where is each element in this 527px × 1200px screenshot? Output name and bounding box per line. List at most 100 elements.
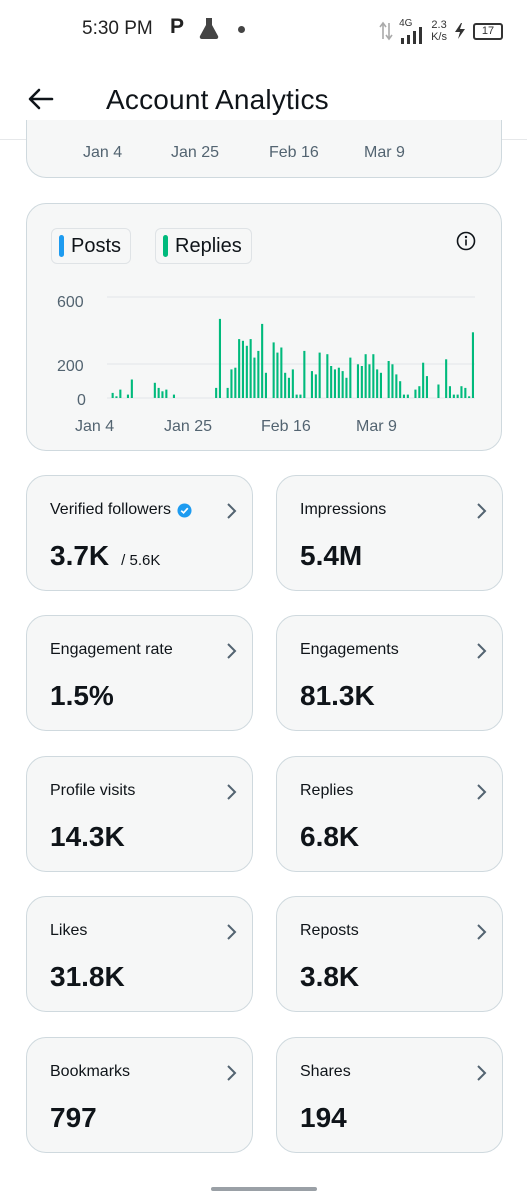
chart-bar: [272, 342, 275, 398]
chart-bar: [115, 396, 118, 398]
x-tick-label: Jan 25: [164, 418, 212, 435]
chevron-right-icon[interactable]: [474, 1064, 488, 1082]
metric-label-text: Replies: [300, 782, 354, 799]
metric-card[interactable]: Profile visits 14.3K: [26, 756, 253, 872]
legend-replies-label: Replies: [175, 234, 242, 257]
metric-card[interactable]: Verified followers 3.7K / 5.6K: [26, 475, 253, 591]
metric-value-text: 14.3K: [50, 821, 125, 852]
chart-bar: [460, 386, 463, 398]
chart-bar: [238, 339, 241, 398]
chart-bar: [341, 371, 344, 398]
chart-bar: [284, 372, 287, 399]
x-tick-label: Mar 9: [364, 144, 405, 161]
y-tick-label: 0: [77, 392, 86, 409]
chevron-right-icon[interactable]: [224, 1064, 238, 1082]
chart-bar: [126, 394, 129, 398]
chart-bar: [364, 354, 367, 398]
chart-bar: [399, 381, 402, 398]
chart-bar: [379, 372, 382, 399]
home-indicator[interactable]: [211, 1187, 317, 1191]
x-tick-label: Feb 16: [261, 418, 311, 435]
metric-label-text: Verified followers: [50, 501, 171, 518]
chart-bar: [264, 372, 267, 399]
bars-group: [111, 318, 474, 399]
chart-bar: [130, 379, 133, 398]
verified-badge-icon: [177, 502, 192, 518]
metric-card[interactable]: Bookmarks 797: [26, 1037, 253, 1153]
chevron-right-icon[interactable]: [224, 502, 238, 520]
chart-bar: [295, 394, 298, 398]
chart-bar: [422, 362, 425, 398]
x-tick-label: Jan 25: [171, 144, 220, 161]
metric-card[interactable]: Impressions 5.4M: [276, 475, 503, 591]
chart-bar: [360, 366, 363, 398]
legend-posts[interactable]: Posts: [51, 228, 132, 264]
chart-bar: [437, 384, 440, 398]
metric-value: 3.8K: [300, 961, 359, 993]
x-tick-label: Jan 4: [75, 418, 114, 435]
chart-bar: [372, 354, 375, 398]
metric-card[interactable]: Reposts 3.8K: [276, 896, 503, 1012]
metric-card[interactable]: Replies 6.8K: [276, 756, 503, 872]
chevron-right-icon[interactable]: [224, 783, 238, 801]
chart-bar: [218, 318, 221, 398]
chart-bar: [368, 364, 371, 398]
top-chart-card: Jan 4 Jan 25 Feb 16 Mar 9: [26, 120, 502, 178]
chevron-right-icon[interactable]: [474, 502, 488, 520]
metric-card[interactable]: Engagements 81.3K: [276, 615, 503, 731]
chart-bar: [253, 357, 256, 398]
chart-bar: [345, 377, 348, 398]
chart-bar: [241, 340, 244, 398]
status-right: 4G 2.3 K/s 17: [379, 14, 503, 48]
x-tick-label: Mar 9: [356, 418, 397, 435]
metric-value: 31.8K: [50, 961, 125, 993]
chart-bar: [464, 387, 467, 398]
chart-bar: [349, 357, 352, 398]
metric-card[interactable]: Shares 194: [276, 1037, 503, 1153]
arrow-left-icon[interactable]: [26, 84, 56, 114]
chart-bar: [456, 394, 459, 398]
battery-icon: 17: [473, 22, 503, 40]
x-tick-label: Feb 16: [269, 144, 319, 161]
metric-value-text: 6.8K: [300, 821, 360, 852]
metric-label: Verified followers: [50, 501, 192, 519]
metric-label-text: Impressions: [300, 501, 387, 518]
x-tick-label: Jan 4: [83, 144, 123, 161]
chart-bar: [452, 394, 455, 398]
chart-bar: [406, 394, 409, 398]
chart-bar: [391, 364, 394, 398]
chart-bar: [445, 359, 448, 398]
metric-value-text: 797: [50, 1102, 97, 1133]
legend-replies[interactable]: Replies: [155, 228, 252, 264]
metric-label: Likes: [50, 922, 87, 940]
chevron-right-icon[interactable]: [224, 642, 238, 660]
chevron-right-icon[interactable]: [474, 642, 488, 660]
network-type: 4G: [399, 18, 413, 29]
flask-icon: [199, 18, 219, 40]
metric-value: 797: [50, 1102, 97, 1134]
metric-value-text: 81.3K: [300, 680, 375, 711]
chart-bar: [318, 352, 321, 399]
chart-bar: [111, 392, 114, 398]
legend-swatch-replies: [163, 235, 168, 257]
chart-bar: [276, 352, 279, 399]
net-speed: 2.3 K/s: [431, 19, 447, 43]
chart-bar: [245, 345, 248, 398]
status-time: 5:30 PM: [82, 18, 153, 39]
info-icon[interactable]: [455, 230, 477, 252]
metric-label: Reposts: [300, 922, 359, 940]
chevron-right-icon[interactable]: [474, 783, 488, 801]
chevron-right-icon[interactable]: [224, 923, 238, 941]
chart-bar: [376, 369, 379, 398]
chart-bar: [402, 394, 405, 398]
metric-sub-value: / 5.6K: [121, 552, 161, 569]
metric-card[interactable]: Engagement rate 1.5%: [26, 615, 253, 731]
metric-value: 194: [300, 1102, 347, 1134]
metric-card[interactable]: Likes 31.8K: [26, 896, 253, 1012]
chevron-right-icon[interactable]: [474, 923, 488, 941]
chart-bar: [395, 374, 398, 398]
metric-label-text: Reposts: [300, 922, 359, 939]
charging-icon: [455, 23, 465, 39]
speed-value: 2.3: [431, 19, 447, 31]
metric-value: 1.5%: [50, 680, 114, 712]
